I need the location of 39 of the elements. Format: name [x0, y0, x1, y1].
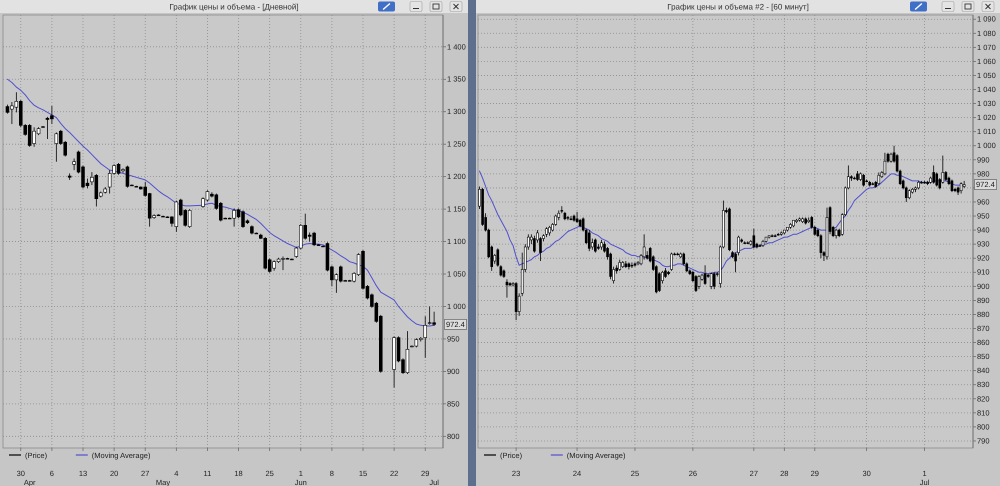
- candlestick: [250, 224, 254, 235]
- chart-title: График цены и объема - [Дневной]: [169, 2, 299, 12]
- candlestick: [54, 132, 58, 162]
- candlestick: [932, 165, 935, 184]
- candlestick: [862, 173, 865, 187]
- candlestick: [545, 226, 548, 238]
- candlestick: [46, 116, 50, 140]
- candlestick: [704, 264, 706, 286]
- candlestick: [710, 272, 712, 290]
- candlestick: [432, 311, 436, 326]
- candlestick: [944, 170, 948, 182]
- candlestick: [600, 240, 603, 250]
- candlestick: [241, 210, 245, 228]
- candlestick: [594, 238, 597, 253]
- candlestick: [618, 259, 622, 272]
- candlestick: [566, 216, 570, 221]
- candlestick: [752, 228, 756, 249]
- candlestick: [423, 316, 427, 358]
- candlestick: [281, 256, 285, 271]
- candlestick: [950, 179, 954, 193]
- candlestick: [884, 152, 886, 176]
- candlestick: [856, 170, 859, 182]
- candlestick: [670, 252, 673, 272]
- candlestick: [834, 228, 838, 239]
- chart-title: График цены и объема #2 - [60 минут]: [667, 2, 809, 12]
- candlestick: [6, 104, 10, 114]
- candlestick: [506, 278, 508, 298]
- candlestick: [548, 225, 551, 236]
- candlestick: [694, 274, 698, 292]
- candlestick: [576, 211, 578, 224]
- candlestick: [712, 272, 716, 290]
- candlestick: [188, 208, 192, 228]
- candlestick: [698, 274, 700, 290]
- candlestick: [908, 188, 911, 200]
- candlestick: [588, 230, 591, 252]
- candlestick: [960, 182, 962, 194]
- candlestick: [878, 172, 880, 186]
- candlestick: [890, 152, 892, 164]
- candlestick: [570, 216, 572, 221]
